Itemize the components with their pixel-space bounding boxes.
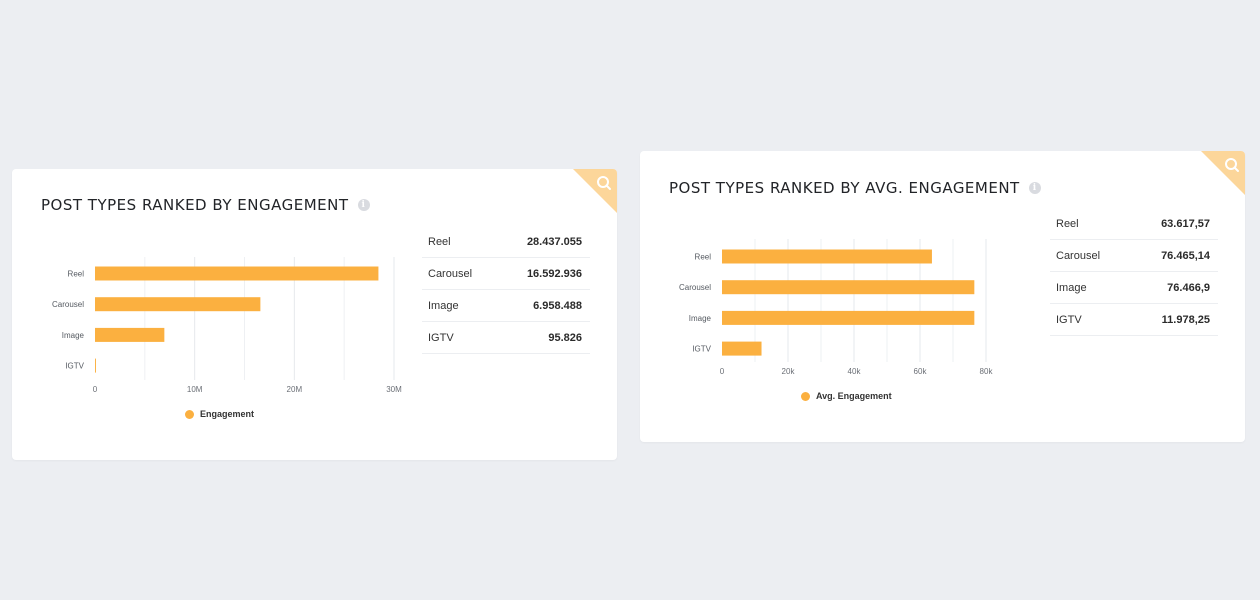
table-row: Carousel 16.592.936 <box>422 258 590 290</box>
info-icon[interactable]: i <box>357 199 370 211</box>
category-label: Reel <box>68 270 85 279</box>
avg-engagement-bar-chart: 0 20k 40k 60k 80k Reel Carousel Image IGTV <box>679 239 994 376</box>
bar <box>95 358 96 373</box>
table-row: Carousel 76.465,14 <box>1050 240 1218 272</box>
chart-legend[interactable]: Engagement <box>185 409 254 419</box>
search-corner-button[interactable] <box>573 169 617 213</box>
engagement-card: POST TYPES RANKED BY ENGAGEMENT i 0 10M 20… <box>12 169 617 460</box>
table-row: Reel 28.437.055 <box>422 226 590 258</box>
row-label: Reel <box>428 235 451 248</box>
row-value: 63.617,57 <box>1161 217 1210 230</box>
x-tick-label: 60k <box>914 367 928 376</box>
x-tick-label: 0 <box>720 367 725 376</box>
table-row: Image 6.958.488 <box>422 290 590 322</box>
row-label: Carousel <box>428 267 473 280</box>
chart-legend[interactable]: Avg. Engagement <box>801 391 892 401</box>
table-row: IGTV 95.826 <box>422 322 590 354</box>
x-tick-label: 80k <box>980 367 994 376</box>
legend-dot <box>185 409 194 419</box>
category-label: Carousel <box>52 300 84 309</box>
bar <box>722 249 932 264</box>
search-icon <box>597 176 611 190</box>
row-value: 6.958.488 <box>533 299 582 312</box>
search-icon <box>1225 158 1239 172</box>
table-row: Image 76.466,9 <box>1050 272 1218 304</box>
engagement-bar-chart: 0 10M 20M 30M Reel Carousel Image IGTV <box>52 257 402 394</box>
avg-engagement-card: POST TYPES RANKED BY AVG. ENGAGEMENT i 0… <box>640 151 1245 442</box>
bar <box>95 266 379 281</box>
row-label: IGTV <box>1056 313 1082 326</box>
row-value: 76.465,14 <box>1161 249 1210 262</box>
category-label: IGTV <box>65 362 84 371</box>
values-table: Reel 63.617,57 Carousel 76.465,14 Image 76.… <box>1050 208 1218 336</box>
search-corner-button[interactable] <box>1201 151 1245 195</box>
values-table: Reel 28.437.055 Carousel 16.592.936 Image 6… <box>422 226 590 354</box>
category-label: Carousel <box>679 283 711 292</box>
category-label: Image <box>689 314 712 323</box>
info-icon[interactable]: i <box>1028 182 1041 194</box>
bar <box>95 327 165 342</box>
card-title-text: POST TYPES RANKED BY AVG. ENGAGEMENT <box>669 179 1020 197</box>
card-title: POST TYPES RANKED BY AVG. ENGAGEMENT i <box>669 179 1041 197</box>
row-label: Image <box>428 299 459 312</box>
row-label: Reel <box>1056 217 1079 230</box>
row-value: 11.978,25 <box>1161 313 1210 326</box>
table-row: Reel 63.617,57 <box>1050 208 1218 240</box>
x-tick-label: 0 <box>93 385 98 394</box>
row-value: 95.826 <box>548 331 582 344</box>
bar <box>722 280 975 295</box>
bar <box>722 341 762 356</box>
row-value: 76.466,9 <box>1167 281 1210 294</box>
row-label: Carousel <box>1056 249 1101 262</box>
category-label: IGTV <box>692 345 711 354</box>
row-label: Image <box>1056 281 1087 294</box>
card-title-text: POST TYPES RANKED BY ENGAGEMENT <box>41 196 349 214</box>
bar <box>95 297 261 312</box>
legend-dot <box>801 391 810 401</box>
card-title: POST TYPES RANKED BY ENGAGEMENT i <box>41 196 370 214</box>
table-row: IGTV 11.978,25 <box>1050 304 1218 336</box>
bar <box>722 310 975 325</box>
row-value: 16.592.936 <box>526 267 582 280</box>
row-value: 28.437.055 <box>526 235 582 248</box>
x-tick-label: 10M <box>187 385 203 394</box>
legend-label: Engagement <box>200 409 255 419</box>
x-tick-label: 20k <box>782 367 796 376</box>
category-label: Image <box>62 331 85 340</box>
legend-label: Avg. Engagement <box>816 391 892 401</box>
x-tick-label: 40k <box>848 367 862 376</box>
category-label: Reel <box>695 253 712 262</box>
row-label: IGTV <box>428 331 454 344</box>
x-tick-label: 20M <box>287 385 303 394</box>
x-tick-label: 30M <box>386 385 402 394</box>
